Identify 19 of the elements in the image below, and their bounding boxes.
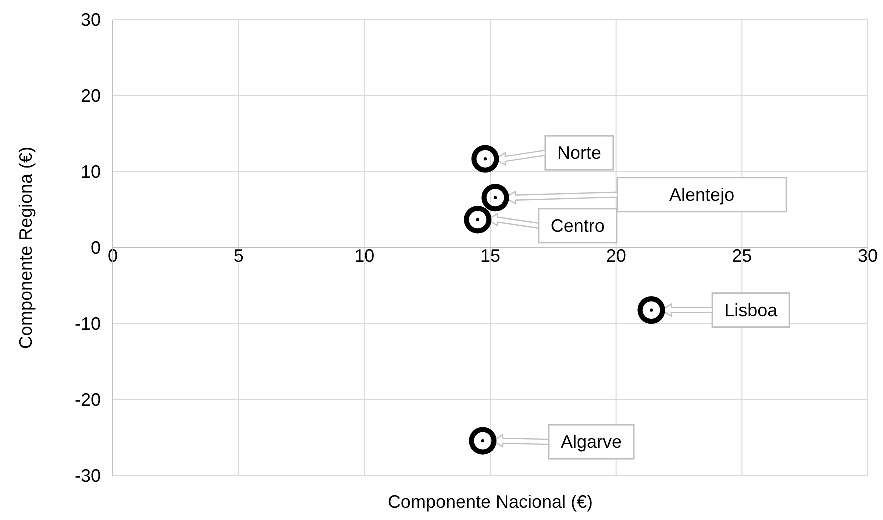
- annotation: Alentejo: [670, 184, 735, 205]
- y-tick-label: 20: [80, 86, 101, 106]
- y-tick-label: -30: [74, 466, 101, 486]
- x-tick-label: 25: [732, 246, 752, 266]
- x-tick-label: 5: [234, 246, 244, 266]
- x-tick-label: 10: [354, 246, 375, 266]
- annotation: Norte: [557, 143, 602, 164]
- y-tick-label: 30: [80, 10, 101, 30]
- y-axis-title: Componente Regiona (€): [16, 146, 36, 350]
- y-tick-label: -10: [74, 314, 101, 334]
- y-tick-label: 10: [80, 162, 101, 182]
- x-tick-label: 30: [858, 246, 878, 266]
- annotation: Lisboa: [724, 300, 779, 320]
- y-tick-label: -20: [74, 390, 101, 410]
- annotation: Algarve: [560, 432, 622, 452]
- x-tick-label: 20: [606, 246, 626, 266]
- x-axis-title: Componente Nacional (€): [388, 492, 594, 512]
- x-tick-label: 15: [480, 246, 501, 266]
- annotation: Centro: [550, 216, 605, 236]
